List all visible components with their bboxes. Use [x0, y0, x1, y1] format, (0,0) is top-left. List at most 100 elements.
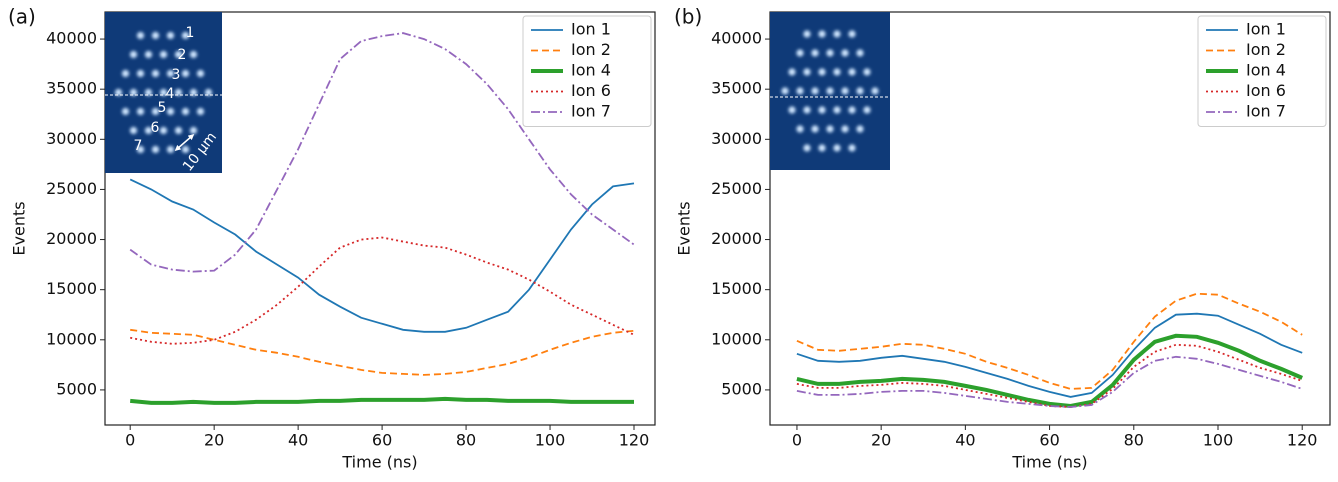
x-tick-label: 0	[792, 431, 802, 450]
ion-spot	[174, 50, 183, 59]
inset-label: 4	[166, 86, 175, 102]
series-line	[130, 396, 634, 405]
ion-spot	[114, 88, 123, 97]
legend-box	[522, 15, 652, 127]
inset-label: 6	[151, 120, 160, 136]
ion-spot	[833, 144, 841, 152]
ion-spot	[159, 88, 168, 97]
ion-spot	[803, 68, 811, 76]
panel-label: (b)	[674, 5, 702, 29]
series-line	[796, 292, 1303, 390]
ion-spot	[136, 107, 145, 116]
x-tick-label: 80	[1124, 431, 1144, 450]
series-line	[796, 333, 1303, 409]
legend-label: Ion 1	[571, 20, 611, 39]
ion-spot	[151, 69, 160, 78]
ion-spot	[129, 88, 138, 97]
ion-spot	[788, 106, 796, 114]
ion-spot	[166, 69, 175, 78]
y-tick-label: 25000	[46, 179, 97, 198]
ion-spot	[129, 50, 138, 59]
ion-spot	[841, 87, 849, 95]
legend-label: Ion 6	[571, 81, 611, 100]
ion-spot	[796, 125, 804, 133]
y-tick-label: 15000	[711, 279, 762, 298]
series-line	[796, 312, 1303, 398]
series-line	[129, 178, 635, 333]
ion-spot	[841, 125, 849, 133]
ion-spot	[833, 106, 841, 114]
ion-spot	[151, 107, 160, 116]
series-line	[130, 328, 635, 376]
ion-spot	[144, 88, 153, 97]
x-tick-label: 60	[1039, 431, 1059, 450]
y-tick-label: 20000	[46, 229, 97, 248]
legend-label: Ion 1	[1246, 20, 1286, 39]
y-tick-label: 30000	[711, 129, 762, 148]
series-line	[796, 343, 1303, 408]
ion-spot	[788, 68, 796, 76]
ion-spot	[848, 30, 856, 38]
ion-spot	[136, 69, 145, 78]
y-tick-label: 5000	[721, 379, 762, 398]
legend-label: Ion 4	[571, 61, 611, 80]
y-tick-label: 20000	[711, 229, 762, 248]
ion-spot	[826, 49, 834, 57]
x-tick-label: 80	[456, 431, 476, 450]
legend-label: Ion 2	[1246, 40, 1286, 59]
x-tick-label: 120	[619, 431, 650, 450]
ion-spot	[129, 126, 138, 135]
ion-spot	[811, 125, 819, 133]
ion-spot	[181, 69, 190, 78]
x-tick-label: 20	[871, 431, 891, 450]
legend-label: Ion 7	[1246, 102, 1286, 121]
legend-label: Ion 7	[571, 102, 611, 121]
ion-spot	[151, 145, 160, 154]
panel: (a)5000100001500020000250003000035000400…	[8, 5, 656, 472]
y-tick-label: 10000	[711, 329, 762, 348]
plot-frame	[104, 11, 656, 426]
ion-spot	[833, 68, 841, 76]
legend-label: Ion 4	[1246, 61, 1286, 80]
ion-spot	[826, 87, 834, 95]
ion-spot	[803, 106, 811, 114]
series-line	[796, 355, 1303, 408]
ion-spot	[196, 107, 205, 116]
y-tick-label: 25000	[711, 179, 762, 198]
y-tick-label: 35000	[46, 79, 97, 98]
ion-spot	[856, 87, 864, 95]
ion-spot	[166, 107, 175, 116]
legend-box	[1197, 15, 1327, 127]
ion-spot	[166, 145, 175, 154]
ion-spot	[841, 49, 849, 57]
ion-spot	[856, 125, 864, 133]
panel-label: (a)	[8, 5, 36, 29]
ion-spot	[781, 87, 789, 95]
y-tick-label: 40000	[711, 29, 762, 48]
ion-spot	[159, 50, 168, 59]
x-tick-label: 0	[125, 431, 135, 450]
ion-spot	[848, 68, 856, 76]
ion-spot	[151, 31, 160, 40]
x-tick-label: 40	[955, 431, 975, 450]
ion-spot	[181, 31, 190, 40]
x-tick-label: 120	[1287, 431, 1318, 450]
ion-spot	[818, 106, 826, 114]
ion-spot	[181, 145, 190, 154]
ion-spot	[856, 49, 864, 57]
ion-spot	[848, 144, 856, 152]
ion-spot	[818, 30, 826, 38]
ion-spot	[181, 107, 190, 116]
y-axis-label: Events	[10, 201, 29, 255]
inset-label: 7	[134, 138, 143, 154]
ion-spot	[818, 68, 826, 76]
legend-label: Ion 2	[571, 40, 611, 59]
ion-spot	[159, 126, 168, 135]
ion-spot	[144, 126, 153, 135]
ion-spot	[121, 69, 130, 78]
ion-spot	[826, 125, 834, 133]
x-tick-label: 100	[1203, 431, 1234, 450]
y-tick-label: 15000	[46, 279, 97, 298]
ion-spot	[136, 31, 145, 40]
ion-spot	[833, 30, 841, 38]
